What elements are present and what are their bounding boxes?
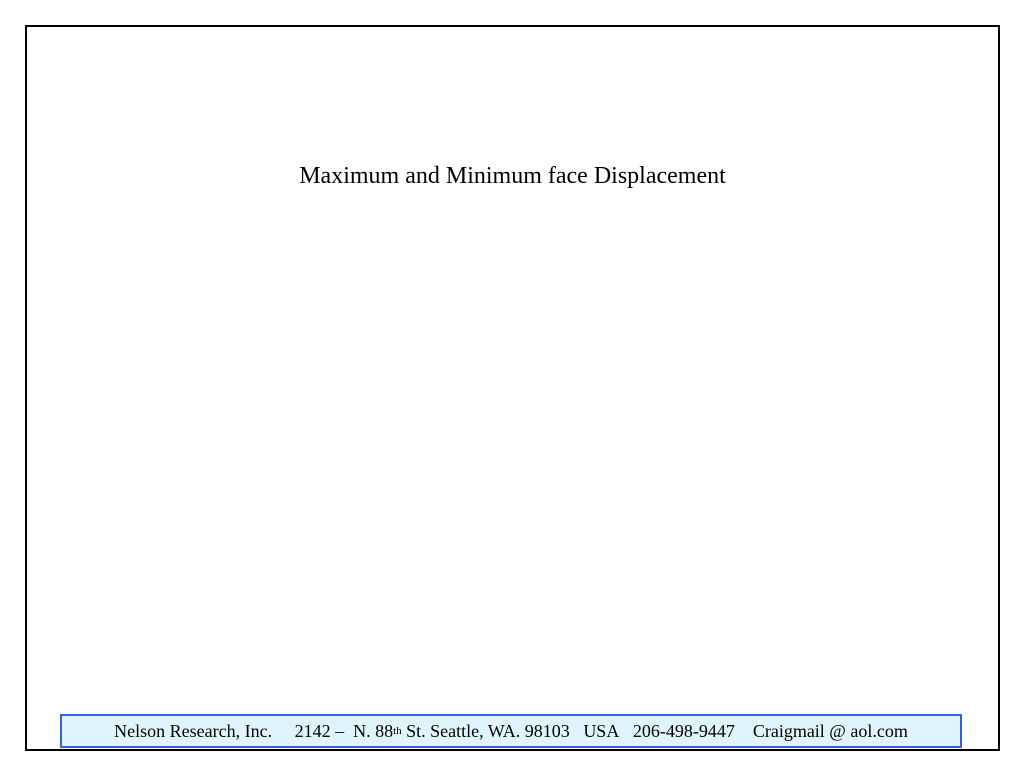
footer-phone: 206-498-9447 [632,720,735,741]
footer-gap-2 [570,721,584,742]
footer-email: Craigmail @ aol.com [752,720,908,741]
footer-gap-3 [619,721,633,742]
footer-company: Nelson Research, Inc. [114,720,273,741]
footer-gap-1 [272,721,295,742]
footer-address-suffix: St. Seattle, WA. 98103 [401,720,570,741]
footer-address-prefix: 2142 – N. 88 [294,720,394,741]
slide-title: Maximum and Minimum face Displacement [299,163,726,189]
footer-country: USA [583,720,620,741]
footer-gap-4 [735,721,753,742]
slide-frame: Maximum and Minimum face Displacement Ne… [25,25,1000,751]
